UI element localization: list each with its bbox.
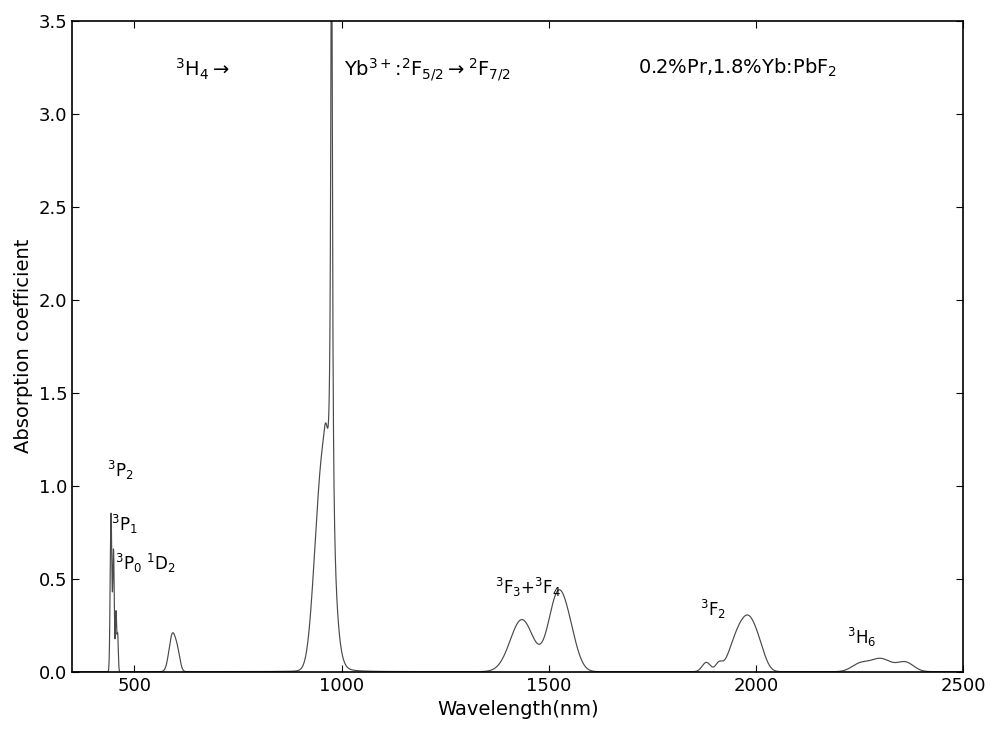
Text: 0.2%Pr,1.8%Yb:PbF$_2$: 0.2%Pr,1.8%Yb:PbF$_2$: [638, 56, 837, 79]
Text: $^3$H$_6$: $^3$H$_6$: [847, 626, 877, 649]
Text: Yb$^{3+}$:$^2$F$_{5/2}$$\rightarrow$$^2$F$_{7/2}$: Yb$^{3+}$:$^2$F$_{5/2}$$\rightarrow$$^2$…: [344, 56, 511, 84]
X-axis label: Wavelength(nm): Wavelength(nm): [437, 700, 599, 719]
Y-axis label: Absorption coefficient: Absorption coefficient: [14, 239, 33, 454]
Text: $^3$H$_4$$\rightarrow$: $^3$H$_4$$\rightarrow$: [175, 56, 229, 82]
Text: $^3$F$_2$: $^3$F$_2$: [700, 598, 726, 622]
Text: $^3$F$_3$+$^3$F$_4$: $^3$F$_3$+$^3$F$_4$: [495, 576, 561, 599]
Text: $^3$P$_2$: $^3$P$_2$: [107, 459, 134, 482]
Text: $^3$P$_1$: $^3$P$_1$: [111, 513, 138, 536]
Text: $^3$P$_0$ $^1$D$_2$: $^3$P$_0$ $^1$D$_2$: [115, 552, 176, 575]
